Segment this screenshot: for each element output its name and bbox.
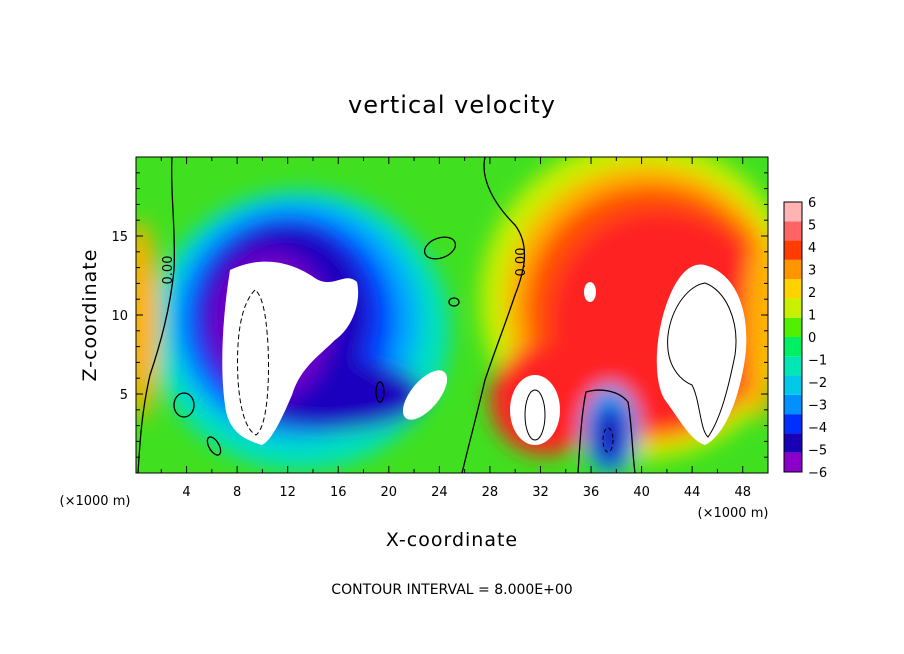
chart-title: vertical velocity [348,91,556,119]
colorbar-tick-label: 1 [808,309,816,324]
colorbar-tick-label: −3 [808,399,827,414]
colorbar-swatch [784,433,802,453]
colorbar-swatch [784,414,802,434]
colorbar-tick-label: −2 [808,376,827,391]
colorbar-swatch [784,394,802,415]
y-axis-unit: (×1000 m) [60,494,131,509]
y-tick-label: 5 [120,388,128,403]
colorbar-swatch [784,221,802,241]
colorbar-tick-label: 2 [808,286,816,301]
colorbar-tick-label: 6 [808,196,816,211]
x-axis-label: X-coordinate [386,529,518,551]
colorbar-swatch [784,317,802,337]
y-tick-label: 15 [111,230,128,245]
colorbar-tick-label: −5 [808,444,827,459]
x-tick-label: 16 [330,485,347,500]
colorbar-swatch [784,452,802,472]
x-tick-label: 8 [233,485,241,500]
plot-area: 0.00 0.00 [136,157,768,473]
x-tick-label: 24 [431,485,448,500]
colorbar-swatch [784,259,802,280]
y-tick-label: 10 [111,309,128,324]
x-tick-label: 36 [583,485,600,500]
x-axis-ticks: 4 8 12 16 20 24 28 32 36 40 44 48 [160,157,751,500]
colorbar-swatch [784,240,802,260]
colorbar-tick-label: 0 [808,331,816,346]
colorbar-tick-label: −4 [808,421,827,436]
colorbar-tick-label: −6 [808,466,827,481]
x-tick-label: 4 [182,485,190,500]
x-tick-label: 44 [684,485,701,500]
contour-label-right: 0.00 [514,248,529,277]
zero-contours [137,157,636,473]
x-tick-label: 32 [532,485,549,500]
colorbar-swatch [784,202,802,222]
colorbar-tick-label: 4 [808,241,816,256]
colorbar-frame [783,201,803,473]
colorbar-swatch [784,337,802,357]
interior-contours [237,282,737,453]
x-tick-label: 28 [482,485,499,500]
colorbar-swatch [784,298,802,318]
x-tick-label: 20 [381,485,398,500]
x-tick-label: 12 [279,485,296,500]
colorbar-tick-label: −1 [808,354,827,369]
contour-interval: CONTOUR INTERVAL = 8.000E+00 [331,582,572,598]
colorbar-swatch [784,375,802,395]
colorbar-tick-label: 3 [808,264,816,279]
colorbar-swatch [784,356,802,376]
x-tick-label: 48 [734,485,751,500]
contour-label-left: 0.00 [161,256,176,285]
x-tick-label: 40 [633,485,650,500]
colorbar-swatch [784,279,802,299]
colorbar: 6 5 4 3 2 1 0 −1 −2 −3 −4 −5 −6 [783,196,827,481]
y-axis-label: Z-coordinate [79,249,101,382]
y-axis-ticks: 5 10 15 [111,172,768,458]
x-axis-unit: (×1000 m) [698,506,769,521]
colorbar-tick-label: 5 [808,219,816,234]
